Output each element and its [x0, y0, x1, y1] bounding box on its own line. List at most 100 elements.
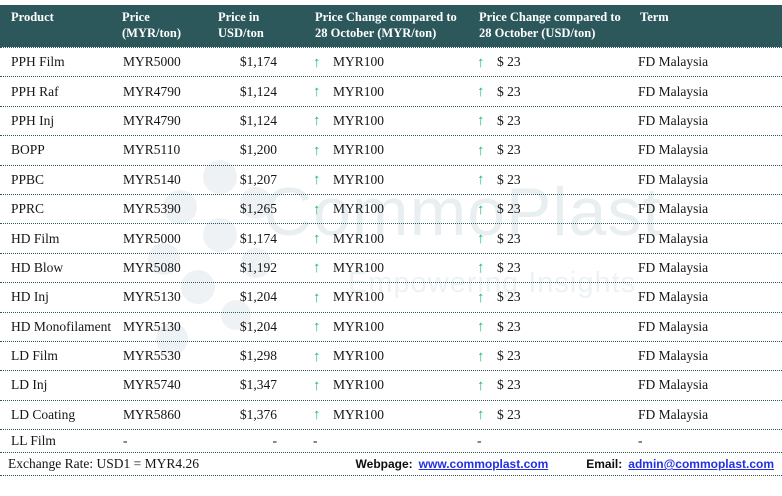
change-usd-cell: ↑ $ 23 [477, 319, 638, 335]
change-usd-cell: ↑ $ 23 [477, 84, 638, 100]
up-arrow-icon: ↑ [313, 112, 321, 130]
price-myr-cell: MYR4790 [123, 83, 181, 99]
table-row: LD Film MYR5530 $1,298 ↑ MYR100 ↑ $ 23 F… [0, 342, 782, 372]
column-header-label: Price in [218, 10, 260, 24]
table-row: BOPP MYR5110 $1,200 ↑ MYR100 ↑ $ 23 FD M… [0, 136, 782, 166]
change-myr-cell: ↑ MYR100 [313, 260, 477, 276]
term-cell: FD Malaysia [638, 318, 709, 334]
price-sheet: CommoPlast Empowering Insights Product P… [0, 5, 782, 496]
column-header-price-myr: Price (MYR/ton) [120, 9, 215, 47]
term-cell: FD Malaysia [638, 112, 709, 128]
change-usd-cell: ↑ $ 23 [477, 142, 638, 158]
change-usd-cell: - [477, 433, 638, 449]
change-usd-value: $ 23 [497, 289, 521, 305]
term-cell: FD Malaysia [638, 142, 709, 158]
price-usd-cell: $1,204 [239, 318, 277, 334]
change-myr-value: MYR100 [333, 259, 385, 275]
table-header: Product Price (MYR/ton) Price in USD/ton… [0, 5, 782, 47]
change-usd-cell: ↑ $ 23 [477, 113, 638, 129]
change-usd-value: $ 23 [497, 259, 521, 275]
change-usd-cell: ↑ $ 23 [477, 231, 638, 247]
change-usd-value: $ 23 [497, 83, 521, 99]
change-myr-value: MYR100 [333, 83, 385, 99]
price-myr-cell: MYR5080 [123, 259, 181, 275]
change-myr-value: MYR100 [333, 406, 385, 422]
change-myr-cell: ↑ MYR100 [313, 201, 477, 217]
price-usd-cell: $1,200 [239, 142, 277, 158]
change-myr-value: MYR100 [333, 230, 385, 246]
column-header-change-myr: Price Change compared to 28 October (MYR… [313, 9, 477, 47]
change-myr-value: MYR100 [333, 348, 385, 364]
change-usd-value: $ 23 [497, 112, 521, 128]
up-arrow-icon: ↑ [477, 347, 485, 365]
price-usd-cell: $1,298 [239, 348, 277, 364]
table-row: HD Blow MYR5080 $1,192 ↑ MYR100 ↑ $ 23 F… [0, 254, 782, 284]
product-cell: PPH Inj [11, 112, 55, 128]
exchange-rate-text: Exchange Rate: USD1 = MYR4.26 [8, 456, 199, 472]
change-myr-cell: ↑ MYR100 [313, 377, 477, 393]
change-usd-value: $ 23 [497, 377, 521, 393]
price-usd-cell: $1,174 [239, 54, 277, 70]
change-usd-value: $ 23 [497, 406, 521, 422]
product-cell: LL Film [11, 433, 56, 449]
change-usd-value: $ 23 [497, 54, 521, 70]
price-usd-cell: $1,204 [239, 289, 277, 305]
table-row: LD Inj MYR5740 $1,347 ↑ MYR100 ↑ $ 23 FD… [0, 371, 782, 401]
up-arrow-icon: ↑ [477, 53, 485, 71]
column-header-label: Price [122, 10, 150, 24]
change-myr-cell: ↑ MYR100 [313, 407, 477, 423]
up-arrow-icon: ↑ [477, 318, 485, 336]
change-usd-value: $ 23 [497, 142, 521, 158]
price-usd-cell: $1,207 [239, 171, 277, 187]
product-cell: HD Inj [11, 289, 49, 305]
table-row: PPH Inj MYR4790 $1,124 ↑ MYR100 ↑ $ 23 F… [0, 107, 782, 137]
price-myr-cell: MYR5390 [123, 201, 181, 217]
change-usd-cell: ↑ $ 23 [477, 172, 638, 188]
column-header-label: Term [640, 10, 669, 24]
product-cell: HD Film [11, 230, 60, 246]
change-myr-value: MYR100 [333, 54, 385, 70]
webpage-link[interactable]: www.commoplast.com [418, 457, 549, 472]
term-cell: FD Malaysia [638, 377, 709, 393]
up-arrow-icon: ↑ [477, 171, 485, 189]
price-usd-cell: $1,174 [239, 230, 277, 246]
up-arrow-icon: ↑ [477, 288, 485, 306]
change-usd-cell: ↑ $ 23 [477, 377, 638, 393]
product-cell: HD Monofilament [11, 318, 112, 334]
term-cell: FD Malaysia [638, 54, 709, 70]
term-cell: FD Malaysia [638, 201, 709, 217]
product-cell: PPH Raf [11, 83, 59, 99]
change-usd-value: $ 23 [497, 348, 521, 364]
up-arrow-icon: ↑ [313, 53, 321, 71]
term-cell: FD Malaysia [638, 289, 709, 305]
column-header-term: Term [638, 9, 774, 47]
term-cell: FD Malaysia [638, 171, 709, 187]
up-arrow-icon: ↑ [313, 376, 321, 394]
table-row: PPH Raf MYR4790 $1,124 ↑ MYR100 ↑ $ 23 F… [0, 77, 782, 107]
table-row: LL Film - - - - - [0, 430, 782, 454]
price-myr-cell: MYR5000 [123, 230, 181, 246]
webpage-label: Webpage: [355, 457, 413, 472]
email-label: Email: [586, 457, 623, 472]
up-arrow-icon: ↑ [477, 83, 485, 101]
column-header-label: USD/ton [218, 26, 264, 40]
price-myr-cell: MYR5140 [123, 171, 181, 187]
table-row: LD Coating MYR5860 $1,376 ↑ MYR100 ↑ $ 2… [0, 401, 782, 431]
product-cell: LD Film [11, 348, 58, 364]
change-usd-cell: ↑ $ 23 [477, 348, 638, 364]
change-usd-cell: ↑ $ 23 [477, 260, 638, 276]
change-myr-value: MYR100 [333, 201, 385, 217]
change-myr-cell: ↑ MYR100 [313, 172, 477, 188]
product-cell: LD Inj [11, 377, 48, 393]
change-myr-value: MYR100 [333, 142, 385, 158]
product-cell: PPRC [11, 201, 45, 217]
price-usd-cell: - [272, 433, 278, 449]
change-myr-value: MYR100 [333, 318, 385, 334]
change-usd-cell: ↑ $ 23 [477, 201, 638, 217]
up-arrow-icon: ↑ [477, 376, 485, 394]
email-link[interactable]: admin@commoplast.com [628, 457, 774, 472]
price-usd-cell: $1,192 [239, 259, 277, 275]
up-arrow-icon: ↑ [313, 259, 321, 277]
change-myr-cell: ↑ MYR100 [313, 54, 477, 70]
price-usd-cell: $1,124 [239, 83, 277, 99]
